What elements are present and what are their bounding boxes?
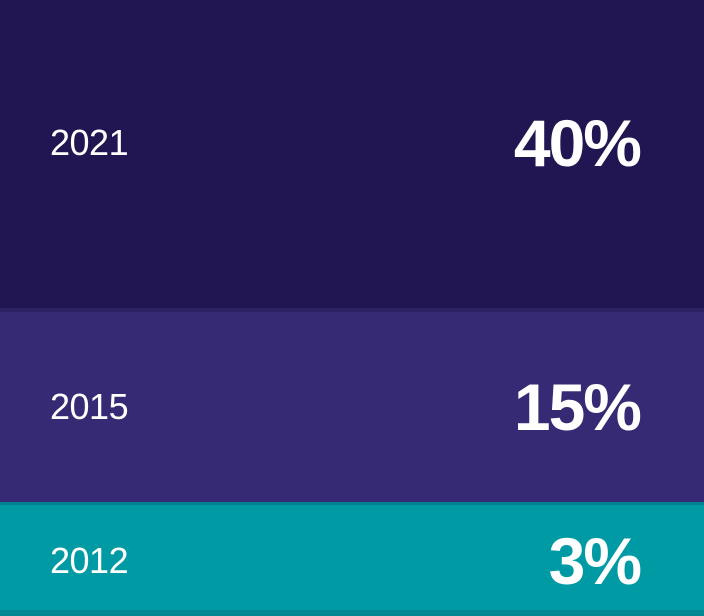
year-label-2015: 2015 [50,386,129,427]
row-content: 2012 3% [0,504,704,616]
value-label-2021: 40% [513,106,642,180]
row-content: 2015 15% [0,310,704,504]
chart-row-2015: 2015 15% [0,308,704,502]
value-label-2015: 15% [513,370,642,444]
chart-row-2012: 2012 3% [0,502,704,616]
year-label-2021: 2021 [50,122,129,163]
value-label-2012: 3% [548,524,642,598]
chart-row-2021: 2021 40% [0,0,704,297]
year-label-2012: 2012 [50,540,129,581]
row-content: 2021 40% [0,0,704,297]
